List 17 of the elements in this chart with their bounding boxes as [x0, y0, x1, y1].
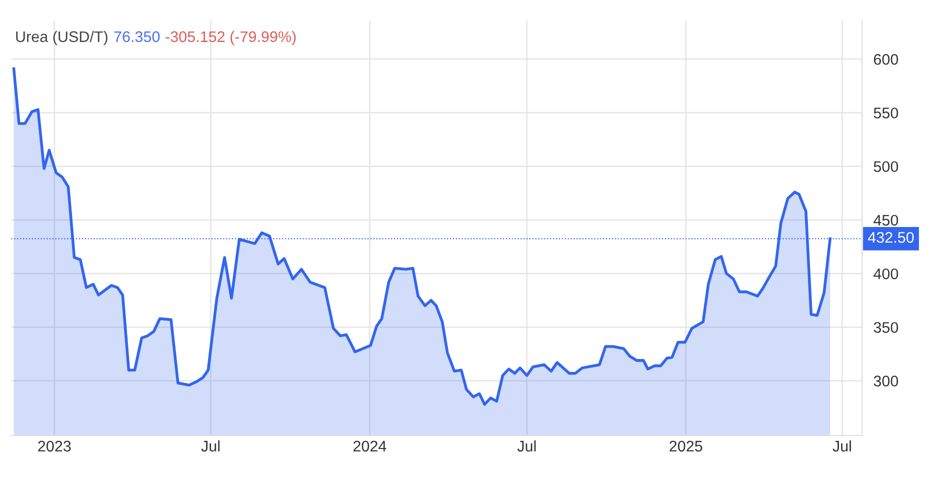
y-tick-label: 300 [874, 376, 898, 386]
x-tick-label: 2023 [38, 440, 71, 452]
text: Urea (USD/T) [16, 30, 108, 46]
x-tick-label: 2024 [353, 440, 386, 452]
y-tick-label: 550 [874, 108, 898, 118]
annotation: -305.152 (-79.99%) [166, 30, 296, 46]
annotation: 76.350 [114, 31, 160, 42]
x-tick-label: Jul [832, 440, 851, 452]
y-tick-label: 500 [874, 161, 898, 172]
y-tick-label: 600 [874, 54, 898, 65]
y-tick-label: 400 [874, 268, 898, 280]
y-tick-label: 450 [874, 214, 898, 226]
x-tick-label: Jul [517, 440, 536, 452]
y-tick-label: 350 [874, 322, 898, 333]
x-tick-label: Jul [201, 440, 220, 452]
x-tick-label: 2025 [670, 440, 702, 452]
ref-line-label: 432.50 [868, 232, 914, 243]
